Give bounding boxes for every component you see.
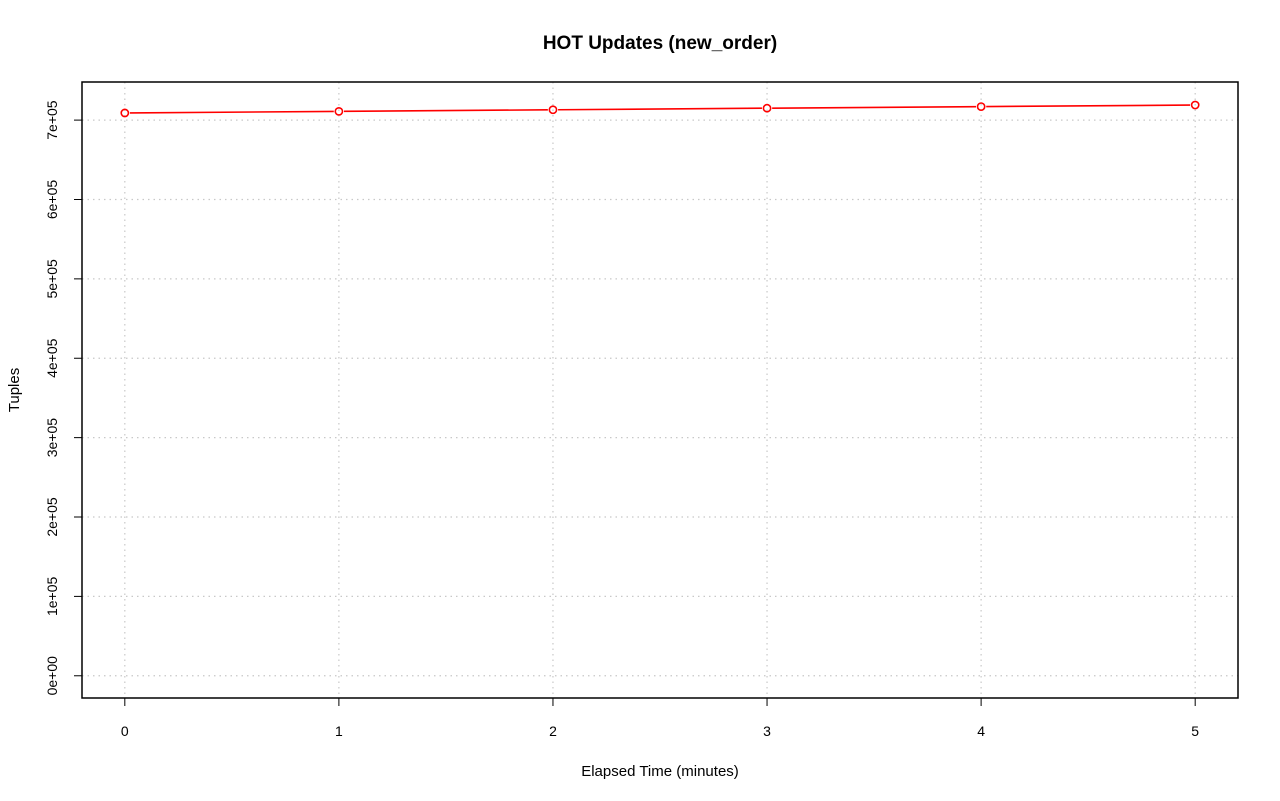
y-tick-label: 1e+05: [44, 577, 60, 617]
series-line-segment: [986, 104, 1191, 108]
series-group: [120, 100, 1200, 118]
x-axis-label: Elapsed Time (minutes): [581, 763, 739, 780]
y-tick-label: 6e+05: [44, 180, 60, 220]
y-tick-label: 4e+05: [44, 338, 60, 378]
y-tick-label: 7e+05: [44, 100, 60, 140]
x-tick-label: 4: [977, 723, 985, 739]
grid: [82, 82, 1238, 698]
y-tick-label: 5e+05: [44, 259, 60, 299]
y-tick-label: 2e+05: [44, 497, 60, 537]
y-axis-label: Tuples: [6, 368, 23, 412]
y-axis: 0e+00 1e+05 2e+05 3e+05 4e+05 5e+05 6e+05 7e+05: [44, 100, 83, 696]
series-line-segment: [558, 107, 762, 111]
data-point: [1190, 100, 1200, 110]
series-line-segment: [129, 110, 334, 114]
x-tick-label: 1: [335, 723, 343, 739]
x-tick-label: 0: [121, 723, 129, 739]
plot-frame: [81, 81, 1239, 699]
x-axis: 0 1 2 3 4 5: [121, 697, 1199, 739]
y-tick-label: 0e+00: [44, 656, 60, 696]
series-line-segment: [343, 109, 548, 113]
x-tick-label: 3: [763, 723, 771, 739]
data-point: [548, 105, 558, 115]
x-tick-label: 2: [549, 723, 557, 739]
data-point: [120, 108, 130, 118]
data-point: [762, 103, 772, 113]
data-point: [334, 106, 344, 116]
series-line-segment: [772, 105, 977, 109]
y-tick-label: 3e+05: [44, 418, 60, 458]
data-point: [976, 102, 986, 112]
x-tick-label: 5: [1191, 723, 1199, 739]
chart-title: HOT Updates (new_order): [543, 33, 777, 54]
